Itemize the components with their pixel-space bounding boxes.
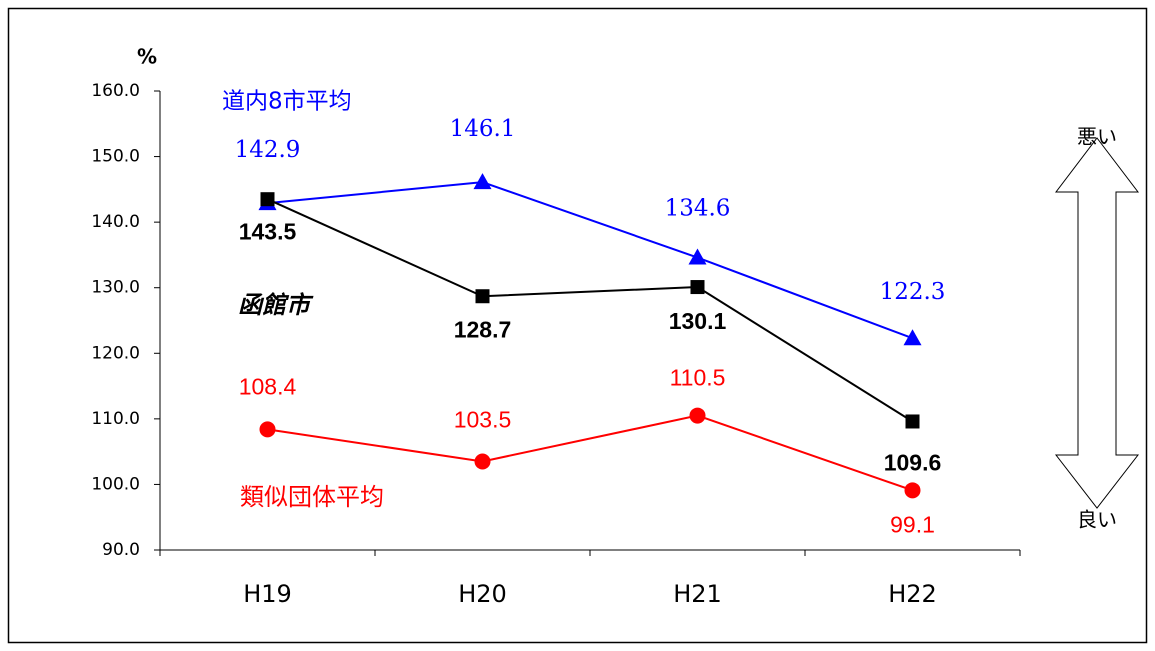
data-label: 109.6 bbox=[884, 450, 942, 476]
marker bbox=[903, 329, 922, 346]
series-name: 道内8市平均 bbox=[222, 89, 352, 115]
y-tick-label: 160.0 bbox=[91, 81, 140, 101]
annotation-bottom: 良い bbox=[1077, 508, 1117, 532]
marker bbox=[475, 289, 490, 304]
data-label: 142.9 bbox=[235, 137, 301, 163]
data-label: 143.5 bbox=[239, 218, 297, 244]
y-tick-label: 90.0 bbox=[102, 540, 140, 560]
double-arrow bbox=[1054, 137, 1140, 509]
marker bbox=[904, 482, 921, 499]
frame bbox=[7, 7, 1148, 644]
marker bbox=[688, 248, 707, 265]
series-line bbox=[267, 414, 913, 492]
marker bbox=[689, 407, 706, 424]
marker bbox=[259, 421, 276, 438]
x-tick-label: H21 bbox=[673, 580, 722, 608]
marker bbox=[473, 173, 492, 190]
marker bbox=[690, 280, 705, 295]
marker bbox=[474, 453, 491, 470]
x-tick-label: H19 bbox=[243, 580, 292, 608]
y-tick-label: 140.0 bbox=[91, 212, 140, 232]
series-line bbox=[267, 181, 913, 340]
marker bbox=[905, 414, 920, 429]
y-tick-label: 110.0 bbox=[91, 409, 140, 429]
marker bbox=[260, 192, 275, 207]
y-tick-label: 120.0 bbox=[91, 343, 140, 363]
y-tick-label: 130.0 bbox=[91, 278, 140, 298]
data-label: 130.1 bbox=[669, 308, 727, 334]
y-tick-label: 150.0 bbox=[91, 147, 140, 167]
series-name: 函館市 bbox=[238, 291, 314, 319]
data-label: 110.5 bbox=[670, 365, 726, 391]
data-label: 103.5 bbox=[454, 407, 512, 433]
y-unit: % bbox=[137, 45, 157, 69]
annotation-top: 悪い bbox=[1077, 125, 1117, 149]
x-tick-label: H22 bbox=[888, 580, 937, 608]
data-label: 108.4 bbox=[239, 373, 297, 399]
series-name: 類似団体平均 bbox=[240, 483, 384, 511]
series-line bbox=[267, 198, 914, 423]
data-label: 122.3 bbox=[880, 279, 946, 305]
x-tick-label: H20 bbox=[458, 580, 507, 608]
data-label: 99.1 bbox=[890, 511, 935, 537]
data-label: 134.6 bbox=[665, 196, 731, 222]
data-label: 128.7 bbox=[454, 316, 512, 342]
data-label: 146.1 bbox=[450, 116, 516, 142]
y-tick-label: 100.0 bbox=[91, 474, 140, 494]
